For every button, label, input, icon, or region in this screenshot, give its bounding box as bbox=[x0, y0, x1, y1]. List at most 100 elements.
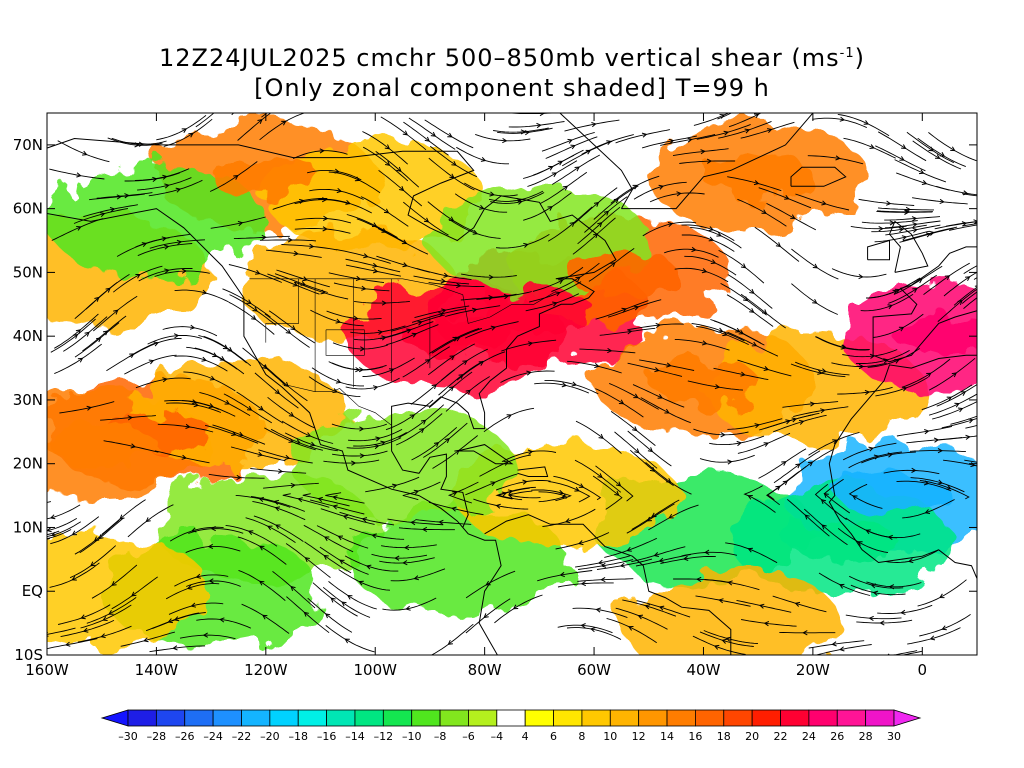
streamline bbox=[149, 239, 206, 249]
streamline-arrow bbox=[637, 614, 644, 620]
shear-core bbox=[703, 154, 814, 199]
streamline bbox=[427, 343, 476, 376]
streamline-arrow bbox=[443, 272, 449, 278]
streamline bbox=[310, 309, 364, 327]
streamline bbox=[344, 555, 399, 572]
coastline bbox=[559, 113, 814, 210]
colorbar-under-arrow bbox=[100, 709, 129, 727]
streamline-arrow bbox=[988, 258, 993, 262]
streamline bbox=[231, 113, 235, 116]
streamline-arrow bbox=[490, 325, 497, 331]
shear-shading bbox=[47, 121, 977, 655]
streamline bbox=[124, 354, 177, 375]
streamline bbox=[448, 218, 501, 239]
streamline bbox=[534, 382, 589, 394]
streamline-arrow bbox=[577, 540, 584, 546]
streamline-arrow bbox=[839, 583, 845, 589]
streamline-arrow bbox=[700, 149, 706, 155]
streamline bbox=[428, 371, 473, 409]
streamline-arrow bbox=[929, 230, 935, 236]
streamline-arrow bbox=[714, 384, 721, 390]
streamline-arrow bbox=[965, 276, 971, 282]
streamline bbox=[328, 581, 377, 610]
streamline bbox=[973, 277, 977, 280]
streamline-arrow bbox=[391, 483, 398, 489]
streamline bbox=[921, 384, 973, 411]
streamline-arrow bbox=[413, 489, 420, 495]
streamline bbox=[725, 542, 778, 564]
streamline bbox=[575, 555, 631, 568]
streamline-arrow bbox=[111, 580, 117, 586]
streamline bbox=[413, 275, 470, 285]
streamline-arrow bbox=[763, 366, 770, 371]
streamline bbox=[604, 537, 657, 558]
streamline-arrow bbox=[713, 644, 720, 650]
streamline-arrow bbox=[251, 315, 257, 321]
streamline bbox=[595, 388, 644, 418]
streamline-arrow bbox=[894, 358, 900, 364]
streamline-arrow bbox=[775, 242, 782, 248]
streamline-arrow bbox=[472, 229, 479, 235]
streamline-arrow bbox=[762, 309, 768, 315]
streamline-arrow bbox=[419, 428, 425, 434]
streamline-arrow bbox=[592, 233, 599, 239]
streamline-arrow bbox=[267, 525, 273, 531]
streamline-arrow bbox=[277, 468, 284, 474]
streamline-arrow bbox=[339, 559, 345, 565]
streamline bbox=[883, 469, 940, 475]
streamline-arrow bbox=[252, 306, 258, 312]
streamline-arrow bbox=[600, 576, 606, 583]
streamline-arrow bbox=[899, 156, 905, 161]
streamline bbox=[204, 424, 259, 444]
streamline-arrow bbox=[172, 645, 178, 651]
streamline-arrow bbox=[298, 198, 305, 204]
streamline-arrow bbox=[706, 158, 713, 164]
streamline bbox=[371, 553, 428, 559]
streamline-arrow bbox=[607, 347, 613, 354]
streamline-arrow bbox=[359, 426, 365, 432]
streamline bbox=[47, 627, 76, 635]
streamline bbox=[541, 131, 595, 152]
streamline-arrow bbox=[708, 226, 714, 232]
streamline bbox=[235, 494, 291, 508]
streamline bbox=[631, 499, 680, 530]
streamline bbox=[338, 569, 391, 591]
streamline bbox=[741, 619, 797, 627]
streamline-arrow bbox=[102, 330, 109, 336]
colorbar-label: 20 bbox=[745, 730, 759, 743]
streamline bbox=[51, 218, 104, 241]
streamline-arrow bbox=[725, 636, 732, 642]
streamline bbox=[660, 134, 716, 146]
streamline-arrow bbox=[455, 336, 461, 342]
streamline bbox=[447, 481, 479, 504]
streamline-arrow bbox=[275, 524, 281, 530]
shear-core bbox=[894, 314, 977, 359]
border-line bbox=[249, 278, 556, 324]
streamline-arrow bbox=[633, 393, 639, 399]
streamline-arrow bbox=[934, 154, 941, 159]
streamline-arrow bbox=[398, 186, 405, 192]
streamline bbox=[578, 559, 634, 570]
streamline-arrow bbox=[233, 175, 239, 180]
streamline-arrow bbox=[559, 571, 565, 578]
streamline-arrow bbox=[217, 107, 221, 111]
streamline-arrow bbox=[76, 226, 82, 231]
streamline-arrow bbox=[781, 461, 787, 466]
shear-core bbox=[484, 288, 595, 333]
streamline bbox=[49, 168, 105, 180]
streamline-arrow bbox=[449, 355, 455, 361]
streamline bbox=[765, 412, 820, 429]
streamline bbox=[47, 501, 51, 503]
streamline-arrow bbox=[173, 333, 180, 339]
streamline-arrow bbox=[207, 543, 214, 550]
streamline bbox=[120, 631, 176, 647]
streamline bbox=[179, 634, 236, 640]
streamline bbox=[823, 478, 851, 514]
streamline-arrow bbox=[190, 602, 197, 608]
colorbar-label: –26 bbox=[175, 730, 195, 743]
streamline-arrow bbox=[939, 198, 945, 205]
streamline-arrow bbox=[589, 627, 596, 633]
streamline bbox=[808, 431, 860, 456]
streamline-arrow bbox=[802, 630, 808, 636]
